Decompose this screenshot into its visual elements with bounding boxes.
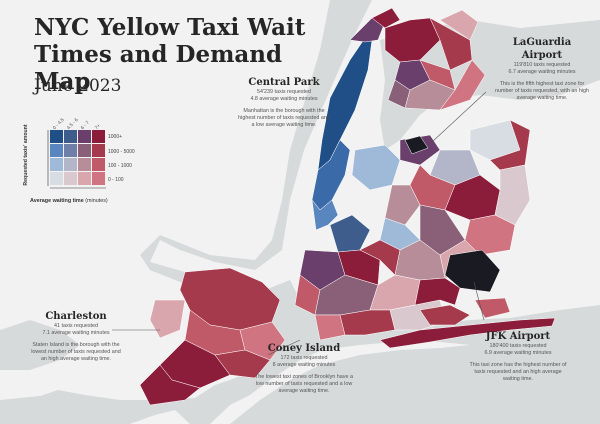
annotation-line: 119'810 taxis requested [513, 62, 571, 68]
annotation-note: The lowest taxi zones of Brooklyn have a… [255, 374, 353, 394]
annotation-title: JFK Airport [485, 331, 551, 342]
annotation-note: Staten Island is the borough with the lo… [31, 342, 121, 362]
annotation-note: Manhattan is the borough with the highes… [238, 108, 330, 128]
legend-cell [64, 172, 77, 185]
legend-row-label: 100 - 1000 [108, 163, 132, 169]
annotation-line: 172 taxis requested [280, 355, 328, 361]
annotation-line: 54'239 taxis requested [256, 89, 312, 95]
map-subtitle: June 2023 [34, 76, 122, 96]
annotation-central-park: Central Park 54'239 taxis requested 4.8 … [238, 76, 330, 129]
annotation-title: Central Park [248, 77, 320, 88]
legend-cell [50, 144, 63, 157]
legend-cell [78, 158, 91, 171]
legend-cell [92, 144, 105, 157]
annotation-line: 8 average waiting minutes [272, 362, 336, 368]
legend-x-label-unit: (minutes) [85, 198, 108, 204]
legend-cell [50, 158, 63, 171]
annotation-jfk: JFK Airport 180'400 taxis requested 6.9 … [466, 330, 570, 383]
borough-manhattan [311, 7, 401, 231]
legend-row-label: 1000 - 5000 [108, 149, 135, 155]
legend-cell [92, 158, 105, 171]
legend-row-label: 0 - 100 [108, 177, 124, 183]
annotation-note: This taxi zone has the highest number of… [469, 362, 567, 382]
annotation-line: 41 taxis requested [53, 323, 99, 329]
bivariate-legend: Requested taxis' amount 0 - 4.5 4.5 - 6 … [20, 116, 140, 208]
annotation-line: 6.9 average waiting minutes [484, 350, 552, 356]
legend-row-label: 1000+ [108, 134, 123, 140]
legend-cell [64, 144, 77, 157]
legend-cell [64, 158, 77, 171]
annotation-line: 4.8 average waiting minutes [250, 96, 318, 102]
legend-x-label-bold: Average waiting time [30, 198, 84, 204]
annotation-charleston: Charleston 41 taxis requested 7.1 averag… [28, 310, 124, 363]
legend-cell [78, 144, 91, 157]
rockaway [379, 297, 556, 349]
annotation-title: Coney Island [267, 343, 341, 354]
annotation-line: 180'400 taxis requested [489, 343, 547, 349]
legend-x-label: Average waiting time (minutes) [30, 198, 108, 204]
legend-grid [47, 130, 106, 189]
annotation-title: LaGuardia Airport [512, 37, 572, 61]
map-title: NYC Yellow Taxi Wait Times and Demand Ma… [34, 14, 306, 95]
annotation-note: This is the fifth highest taxi zone for … [494, 81, 590, 101]
legend-cell [64, 130, 77, 143]
annotation-line: 7.1 average waiting minutes [42, 330, 110, 336]
borough-brooklyn [294, 214, 461, 341]
legend-cell [78, 172, 91, 185]
legend-cell [92, 130, 105, 143]
legend-cell [50, 172, 63, 185]
legend-cell [50, 130, 63, 143]
legend-cell [92, 172, 105, 185]
annotation-line: 6.7 average waiting minutes [508, 69, 576, 75]
annotation-laguardia: LaGuardia Airport 119'810 taxis requeste… [492, 36, 592, 102]
annotation-coney-island: Coney Island 172 taxis requested 8 avera… [254, 342, 354, 395]
annotation-title: Charleston [45, 311, 107, 322]
borough-queens [351, 119, 531, 293]
legend-cell [78, 130, 91, 143]
